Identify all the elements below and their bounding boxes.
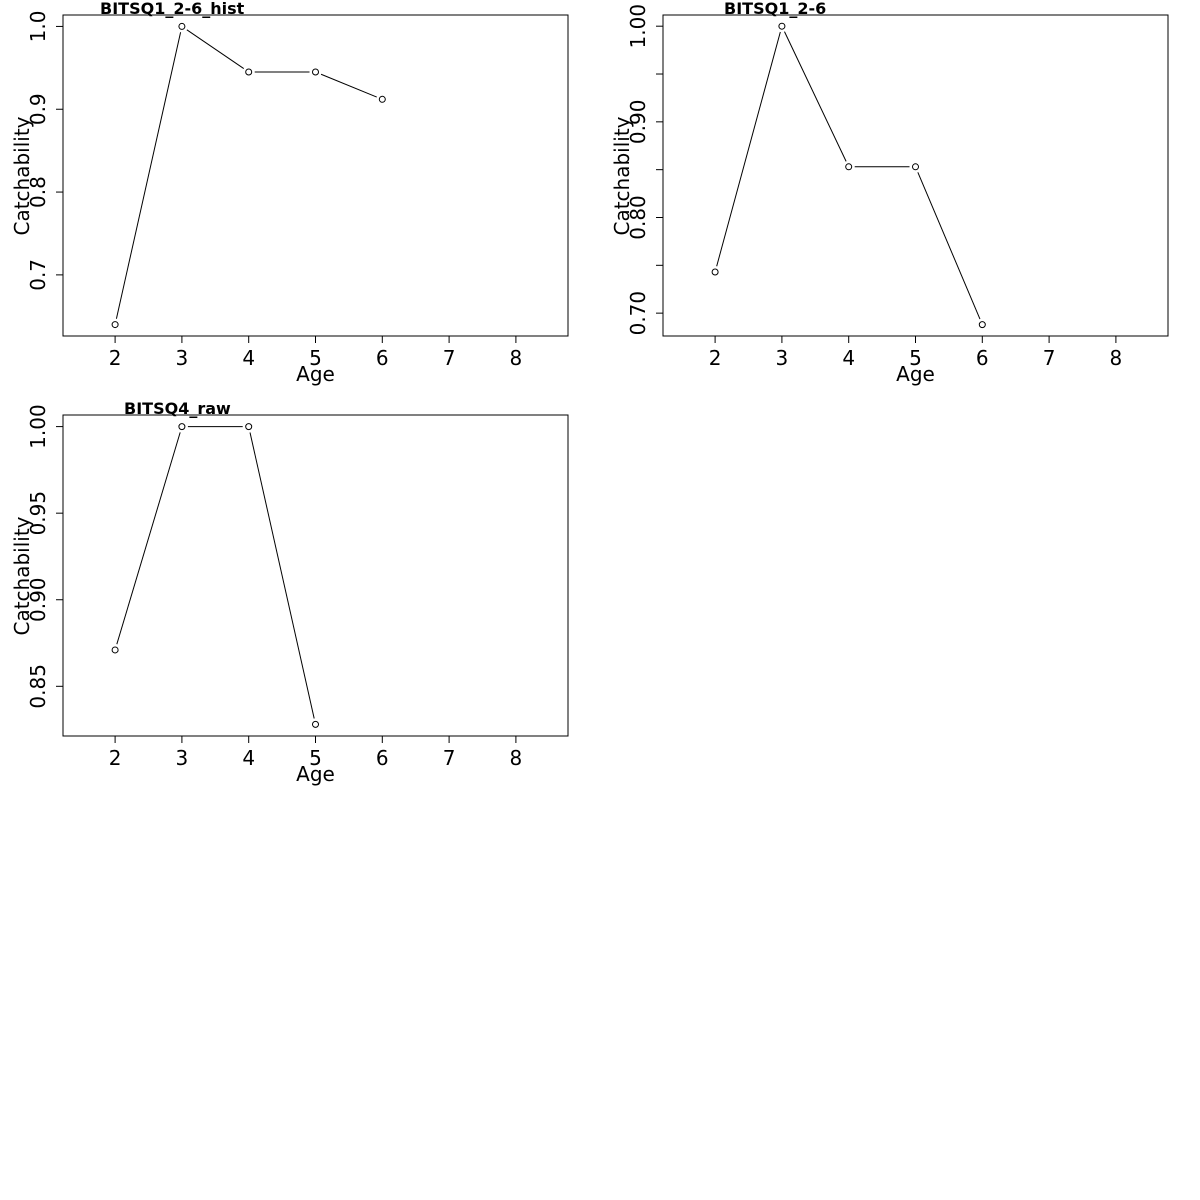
x-axis-label: Age	[296, 362, 335, 386]
data-point	[378, 95, 386, 103]
x-tick-label: 7	[443, 746, 456, 770]
x-tick-label: 4	[842, 346, 855, 370]
x-tick-label: 8	[510, 746, 523, 770]
y-tick-label: 1.00	[26, 404, 50, 449]
y-tick-label: 0.80	[626, 195, 650, 240]
chart-panel-1: BITSQ1_2-6_hist Age Catchability 2 3 4 5 6 7 8…	[10, 0, 569, 386]
data-point	[245, 423, 253, 431]
data-point	[178, 22, 186, 30]
y-tick-label: 1.0	[26, 11, 50, 43]
y-tick-label: 0.85	[26, 664, 50, 709]
x-tick-label: 8	[1110, 346, 1123, 370]
y-axis-label: Catchability	[10, 516, 34, 635]
x-tick-label: 7	[1043, 346, 1056, 370]
y-tick-label: 0.90	[26, 577, 50, 622]
series-segment	[917, 172, 981, 320]
panel-title: BITSQ4_raw	[124, 399, 231, 418]
data-point	[312, 720, 319, 728]
series-segment	[186, 29, 245, 70]
x-tick-label: 2	[709, 346, 722, 370]
panel-title: BITSQ1_2-6	[724, 0, 826, 18]
y-tick-label: 0.90	[626, 100, 650, 145]
x-axis-label: Age	[896, 362, 935, 386]
y-tick-label: 1.00	[626, 4, 650, 49]
data-point	[912, 163, 919, 171]
x-tick-label: 2	[109, 746, 122, 770]
series-segment	[249, 432, 315, 719]
x-tick-label: 8	[510, 346, 523, 370]
x-tick-label: 3	[176, 746, 189, 770]
chart-panel-2: BITSQ1_2-6 Age Catchability 2 3 4 5 6 7 8 0.70 0…	[610, 0, 1169, 386]
x-tick-label: 4	[242, 346, 255, 370]
chart-panel-3: BITSQ4_raw Age Catchability 2 3 4 5 6 7 8 0.85 0…	[10, 399, 569, 786]
x-tick-label: 5	[309, 746, 322, 770]
data-point	[978, 321, 986, 329]
data-point	[845, 163, 853, 171]
series-segment	[320, 73, 377, 98]
x-tick-label: 3	[176, 346, 189, 370]
data-point	[111, 646, 119, 654]
data-point	[312, 68, 319, 76]
series-segment	[115, 32, 182, 319]
y-tick-label: 0.7	[26, 259, 50, 291]
plot-frame	[62, 14, 569, 337]
y-tick-label: 0.8	[26, 176, 50, 208]
x-tick-label: 5	[309, 346, 322, 370]
x-tick-label: 4	[242, 746, 255, 770]
x-tick-label: 5	[909, 346, 922, 370]
series-segment	[784, 31, 847, 162]
plot-frame	[62, 414, 569, 737]
x-tick-label: 6	[376, 346, 389, 370]
data-point	[111, 321, 119, 329]
x-tick-label: 6	[976, 346, 989, 370]
y-tick-label: 0.95	[26, 491, 50, 536]
x-tick-label: 2	[109, 346, 122, 370]
x-tick-label: 7	[443, 346, 456, 370]
y-axis-label: Catchability	[610, 116, 634, 235]
panel-title: BITSQ1_2-6_hist	[100, 0, 245, 18]
x-tick-label: 6	[376, 746, 389, 770]
data-point	[778, 22, 786, 30]
plot-frame	[662, 14, 1169, 337]
y-axis-label: Catchability	[10, 116, 34, 235]
data-point	[711, 268, 719, 276]
y-tick-label: 0.9	[26, 93, 50, 125]
x-axis-label: Age	[296, 762, 335, 786]
x-tick-label: 3	[776, 346, 789, 370]
data-point	[178, 423, 186, 431]
y-tick-label: 0.70	[626, 291, 650, 336]
data-point	[245, 68, 253, 76]
series-segment	[716, 31, 781, 267]
series-segment	[116, 432, 181, 645]
